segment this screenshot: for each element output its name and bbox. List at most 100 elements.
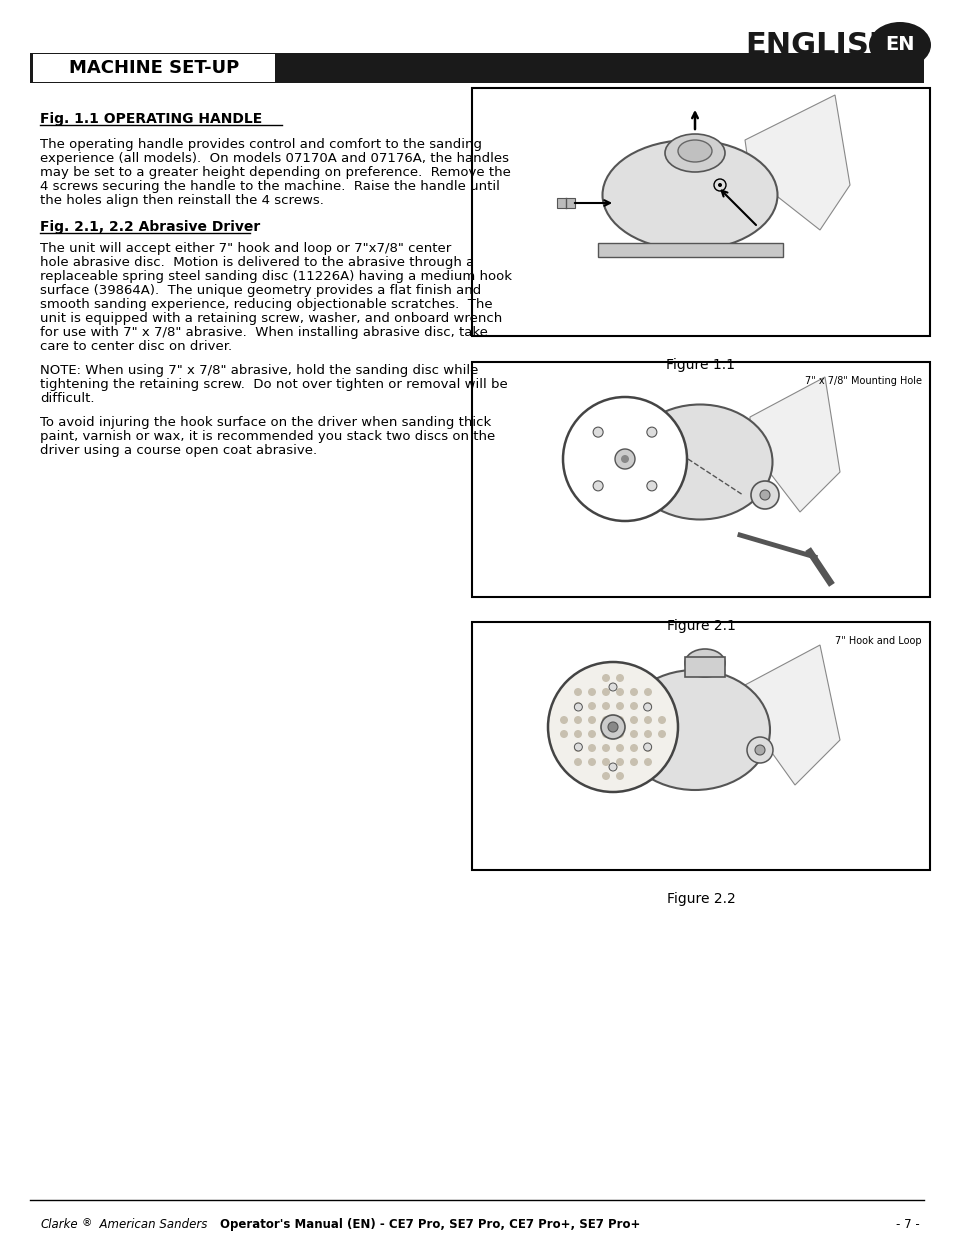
Circle shape xyxy=(607,722,618,732)
Circle shape xyxy=(750,480,779,509)
Circle shape xyxy=(760,490,769,500)
Circle shape xyxy=(629,743,638,752)
Circle shape xyxy=(616,716,623,724)
Text: The unit will accept either 7" hook and loop or 7"x7/8" center: The unit will accept either 7" hook and … xyxy=(40,242,451,254)
Circle shape xyxy=(643,716,651,724)
Text: experience (all models).  On models 07170A and 07176A, the handles: experience (all models). On models 07170… xyxy=(40,152,509,165)
Text: tightening the retaining screw.  Do not over tighten or removal will be: tightening the retaining screw. Do not o… xyxy=(40,378,507,391)
Text: Fig. 1.1 OPERATING HANDLE: Fig. 1.1 OPERATING HANDLE xyxy=(40,112,262,126)
Circle shape xyxy=(629,730,638,739)
Circle shape xyxy=(587,701,596,710)
Circle shape xyxy=(658,730,665,739)
Circle shape xyxy=(559,730,567,739)
Text: for use with 7" x 7/8" abrasive.  When installing abrasive disc, take: for use with 7" x 7/8" abrasive. When in… xyxy=(40,326,487,338)
Circle shape xyxy=(615,450,635,469)
Circle shape xyxy=(587,743,596,752)
Text: 7" x 7/8" Mounting Hole: 7" x 7/8" Mounting Hole xyxy=(804,375,921,387)
Ellipse shape xyxy=(627,405,772,520)
Ellipse shape xyxy=(678,140,711,162)
Circle shape xyxy=(643,701,651,710)
Bar xyxy=(30,53,923,83)
Circle shape xyxy=(601,716,609,724)
Circle shape xyxy=(608,763,617,771)
Circle shape xyxy=(643,703,651,711)
Circle shape xyxy=(587,730,596,739)
Text: Figure 2.2: Figure 2.2 xyxy=(666,892,735,906)
Text: may be set to a greater height depending on preference.  Remove the: may be set to a greater height depending… xyxy=(40,165,511,179)
Text: The operating handle provides control and comfort to the sanding: The operating handle provides control an… xyxy=(40,138,481,151)
Text: difficult.: difficult. xyxy=(40,391,94,405)
Circle shape xyxy=(646,427,657,437)
Circle shape xyxy=(587,688,596,697)
Text: driver using a course open coat abrasive.: driver using a course open coat abrasive… xyxy=(40,445,316,457)
Circle shape xyxy=(593,480,602,490)
Circle shape xyxy=(601,730,609,739)
Circle shape xyxy=(601,688,609,697)
Bar xyxy=(684,657,724,677)
Ellipse shape xyxy=(868,22,930,68)
Text: American Sanders: American Sanders xyxy=(91,1218,214,1231)
Circle shape xyxy=(616,701,623,710)
Circle shape xyxy=(616,730,623,739)
Circle shape xyxy=(600,715,624,739)
Text: smooth sanding experience, reducing objectionable scratches.  The: smooth sanding experience, reducing obje… xyxy=(40,298,492,311)
Text: Clarke: Clarke xyxy=(40,1218,77,1231)
Circle shape xyxy=(574,730,581,739)
Text: To avoid injuring the hook surface on the driver when sanding thick: To avoid injuring the hook surface on th… xyxy=(40,416,491,429)
Circle shape xyxy=(601,758,609,766)
Circle shape xyxy=(587,716,596,724)
Text: paint, varnish or wax, it is recommended you stack two discs on the: paint, varnish or wax, it is recommended… xyxy=(40,430,495,443)
Bar xyxy=(472,362,929,597)
Polygon shape xyxy=(744,645,840,785)
Bar xyxy=(472,622,929,869)
Circle shape xyxy=(574,758,581,766)
Ellipse shape xyxy=(602,140,777,249)
Text: replaceable spring steel sanding disc (11226A) having a medium hook: replaceable spring steel sanding disc (1… xyxy=(40,270,512,283)
Circle shape xyxy=(629,758,638,766)
Text: Operator's Manual (EN) - CE7 Pro, SE7 Pro, CE7 Pro+, SE7 Pro+: Operator's Manual (EN) - CE7 Pro, SE7 Pr… xyxy=(220,1218,639,1231)
Circle shape xyxy=(629,701,638,710)
Text: MACHINE SET-UP: MACHINE SET-UP xyxy=(69,59,239,77)
Text: EN: EN xyxy=(884,36,914,54)
Circle shape xyxy=(658,716,665,724)
Polygon shape xyxy=(749,377,840,513)
Circle shape xyxy=(574,716,581,724)
Circle shape xyxy=(643,730,651,739)
Circle shape xyxy=(593,427,602,437)
Circle shape xyxy=(620,454,628,463)
Circle shape xyxy=(616,688,623,697)
Circle shape xyxy=(616,772,623,781)
Circle shape xyxy=(643,743,651,751)
Text: hole abrasive disc.  Motion is delivered to the abrasive through a: hole abrasive disc. Motion is delivered … xyxy=(40,256,474,269)
Text: ENGLISH: ENGLISH xyxy=(744,31,894,59)
Ellipse shape xyxy=(684,650,724,677)
Circle shape xyxy=(643,758,651,766)
Circle shape xyxy=(587,758,596,766)
Text: surface (39864A).  The unique geometry provides a flat finish and: surface (39864A). The unique geometry pr… xyxy=(40,284,480,296)
Circle shape xyxy=(616,743,623,752)
Text: Figure 2.1: Figure 2.1 xyxy=(666,619,735,634)
Text: - 7 -: - 7 - xyxy=(895,1218,919,1231)
Text: NOTE: When using 7" x 7/8" abrasive, hold the sanding disc while: NOTE: When using 7" x 7/8" abrasive, hol… xyxy=(40,364,477,377)
Bar xyxy=(472,88,929,336)
Circle shape xyxy=(754,745,764,755)
Circle shape xyxy=(718,183,721,186)
Circle shape xyxy=(646,480,657,490)
Text: Figure 1.1: Figure 1.1 xyxy=(666,358,735,372)
Bar xyxy=(33,54,274,82)
Bar xyxy=(598,243,782,257)
Polygon shape xyxy=(744,95,849,230)
Text: care to center disc on driver.: care to center disc on driver. xyxy=(40,340,232,353)
Text: the holes align then reinstall the 4 screws.: the holes align then reinstall the 4 scr… xyxy=(40,194,323,207)
Circle shape xyxy=(629,716,638,724)
Circle shape xyxy=(574,743,581,752)
Circle shape xyxy=(643,688,651,697)
Circle shape xyxy=(562,396,686,521)
Text: Fig. 2.1, 2.2 Abrasive Driver: Fig. 2.1, 2.2 Abrasive Driver xyxy=(40,220,260,233)
Circle shape xyxy=(601,772,609,781)
Text: 4 screws securing the handle to the machine.  Raise the handle until: 4 screws securing the handle to the mach… xyxy=(40,180,499,193)
Circle shape xyxy=(574,743,581,751)
Circle shape xyxy=(601,674,609,682)
Circle shape xyxy=(574,688,581,697)
Ellipse shape xyxy=(619,671,769,790)
